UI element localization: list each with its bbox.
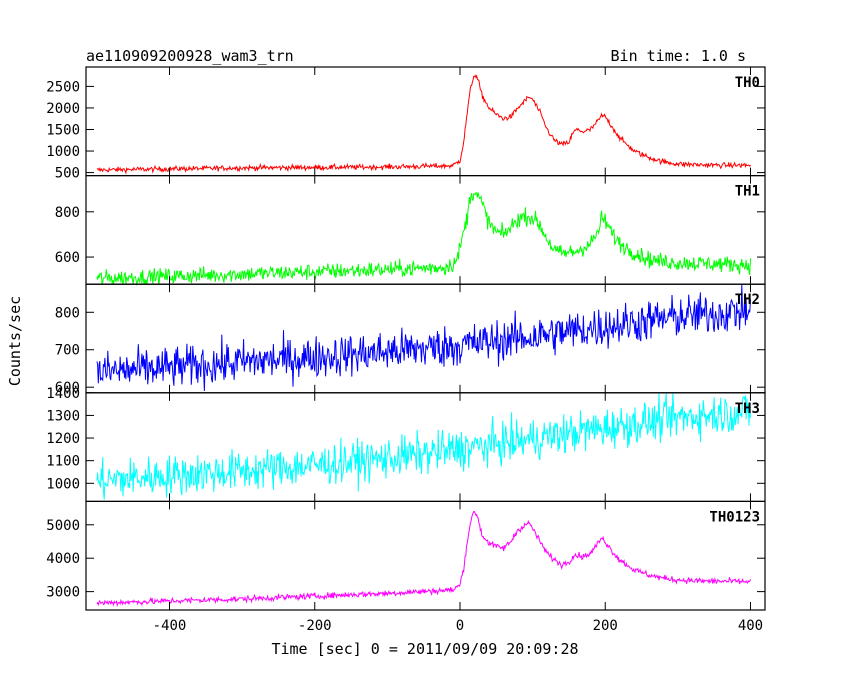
y-tick-label: 1300	[46, 408, 80, 424]
panel-label: TH0123	[709, 509, 760, 525]
panel-th1: 600 800 TH1	[55, 175, 766, 287]
series-line-th0	[96, 74, 751, 175]
series-line-th3	[96, 392, 751, 500]
x-tick-label: 200	[593, 618, 618, 634]
y-tick-label: 800	[55, 205, 80, 221]
x-tick-label: -200	[298, 618, 332, 634]
y-tick-label: 4000	[46, 551, 80, 567]
series-line-th1	[96, 191, 751, 287]
y-tick-label: 1200	[46, 431, 80, 447]
y-tick-label: 1000	[46, 476, 80, 492]
panel-label: TH2	[735, 292, 760, 308]
y-axis-label: Counts/sec	[6, 296, 24, 386]
panel-label: TH1	[735, 184, 760, 200]
y-tick-label: 600	[55, 380, 80, 396]
x-tick-label: -400	[153, 618, 187, 634]
x-tick-label: 400	[738, 618, 763, 634]
y-tick-label: 800	[55, 305, 80, 321]
y-tick-label: 3000	[46, 585, 80, 601]
panel-th0: 500 1000 1500 2000 2500 TH0	[46, 66, 766, 182]
panel-label: TH0	[735, 75, 760, 91]
bin-time-label: Bin time: 1.0 s	[611, 47, 746, 65]
y-tick-label: 1500	[46, 122, 80, 138]
series-line-th0123	[96, 510, 751, 608]
y-tick-label: 1400	[46, 386, 80, 402]
y-tick-label: 1000	[46, 144, 80, 160]
panel-frame	[85, 500, 766, 611]
chart-title: ae110909200928_wam3_trn	[86, 47, 294, 65]
y-tick-label: 5000	[46, 518, 80, 534]
y-tick-label: 2000	[46, 101, 80, 117]
series-line-th2	[96, 284, 751, 392]
panel-label: TH3	[735, 401, 760, 417]
y-tick-label: 600	[55, 250, 80, 266]
panel-th0123: 3000 4000 5000 -400 -200 0 200 400 TH0123	[46, 500, 766, 634]
x-axis-label: Time [sec] 0 = 2011/09/09 20:09:28	[271, 640, 578, 658]
panel-th2: 600 700 800 TH2	[55, 283, 766, 396]
y-tick-label: 500	[55, 166, 80, 182]
y-tick-label: 1100	[46, 454, 80, 470]
y-tick-label: 700	[55, 343, 80, 359]
x-tick-label: 0	[456, 618, 464, 634]
panel-frame	[85, 283, 766, 394]
y-tick-label: 2500	[46, 79, 80, 95]
panel-th3: 1000 1100 1200 1300 1400 TH3	[46, 386, 766, 502]
